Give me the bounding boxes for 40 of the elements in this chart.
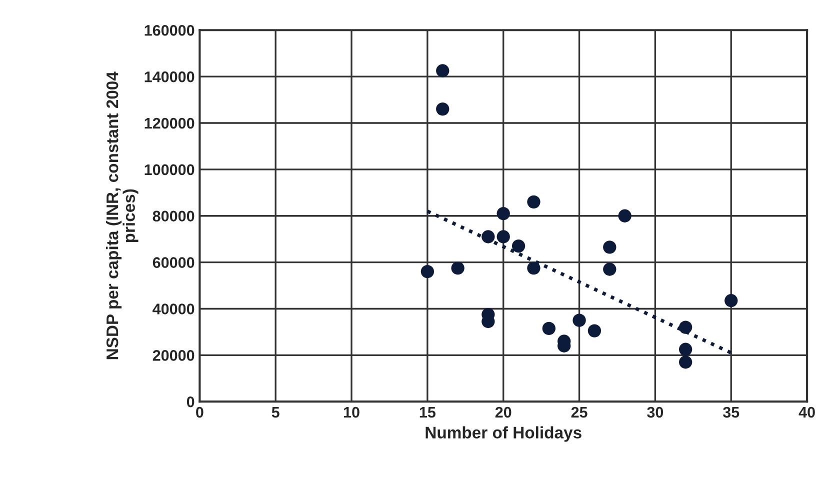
point: [603, 240, 616, 254]
point: [603, 262, 616, 276]
point: [678, 356, 692, 369]
y-tick-label: 20000: [152, 350, 194, 361]
x-tick-label: 30: [647, 406, 664, 418]
y-tick-label: 0: [186, 396, 194, 408]
point: [512, 239, 526, 253]
x-tick-label: 35: [722, 406, 740, 418]
y-tick-label: 120000: [144, 118, 194, 129]
point: [678, 342, 692, 356]
y-tick-label: 140000: [144, 71, 194, 82]
point: [527, 262, 540, 275]
x-axis-title: Number of Holidays: [426, 426, 582, 442]
x-tick-label: 40: [798, 406, 815, 418]
point: [572, 314, 586, 327]
point: [527, 195, 540, 209]
y-tick-label: 60000: [152, 257, 194, 268]
point: [542, 322, 556, 336]
x-tick-label: 25: [571, 406, 588, 418]
y-tick-label: 80000: [152, 210, 194, 222]
x-tick-label: 15: [420, 407, 436, 418]
point: [482, 230, 495, 244]
x-tick-label: 20: [495, 406, 512, 418]
point: [420, 264, 434, 278]
point: [436, 102, 450, 116]
y-tick-label: 40000: [152, 304, 194, 314]
point: [588, 324, 602, 338]
point: [496, 230, 510, 244]
y-tick-label: 160000: [144, 24, 194, 36]
x-tick-label: 10: [344, 406, 360, 418]
y-axis-title: NSDP per capita (INR, constant 2004 prices): [106, 72, 138, 360]
point: [451, 262, 464, 275]
point: [496, 206, 510, 220]
point: [436, 64, 450, 78]
x-tick-label: 0: [196, 406, 204, 418]
y-tick-label: 100000: [144, 164, 194, 176]
x-tick-label: 5: [272, 407, 280, 418]
point: [724, 294, 738, 308]
point: [678, 320, 692, 334]
point: [618, 209, 632, 222]
